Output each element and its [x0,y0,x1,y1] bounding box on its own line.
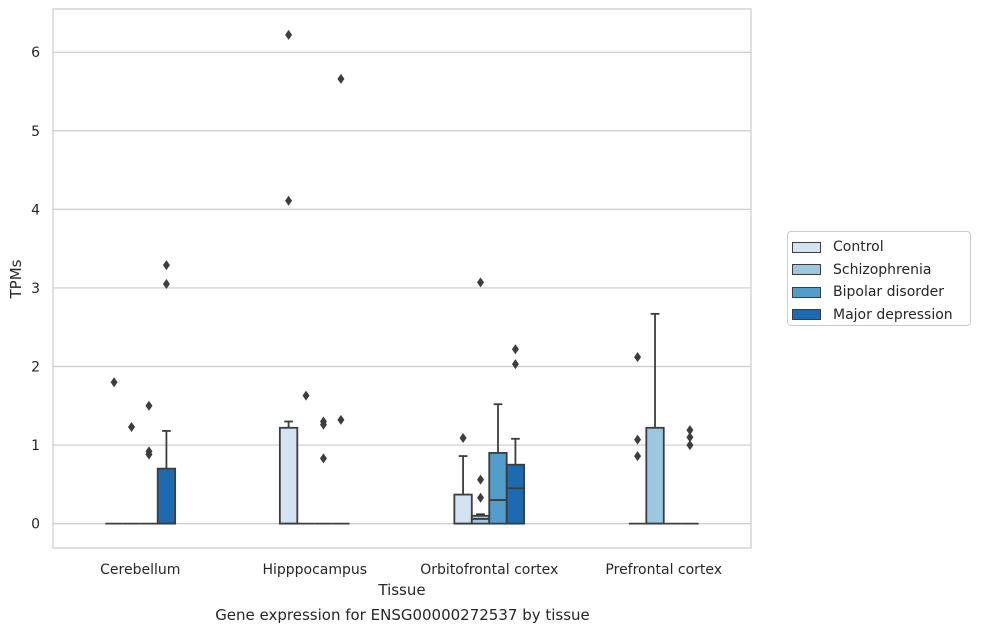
legend-item-major-depression: Major depression [792,304,970,327]
box-body [453,493,473,525]
x-tick-label: Prefrontal cortex [605,562,722,578]
box [105,377,123,525]
box [332,73,350,525]
y-tick-label: 3 [31,281,40,297]
y-tick-label: 4 [31,202,40,218]
y-tick-label: 2 [31,360,40,376]
outlier-point [302,390,310,401]
y-tick-label: 0 [31,517,40,533]
outlier-point [337,73,345,84]
outlier-point [285,195,293,206]
outlier-point [477,277,485,288]
legend-swatch-bipolar-disorder [792,286,821,298]
outlier-point [145,400,153,411]
y-tick-label: 1 [31,438,40,454]
x-tick-label: Hipppocampus [262,562,367,578]
legend-label-bipolar-disorder: Bipolar disorder [833,284,945,301]
outlier-point [634,451,642,462]
legend-item-schizophrenia: Schizophrenia [792,259,970,282]
outlier-point [511,344,519,355]
outlier-point [319,453,327,464]
series-schizophrenia [122,277,665,525]
outlier-point [634,352,642,363]
outlier-point [128,422,136,432]
box-body [278,426,299,525]
box [140,400,158,525]
legend-label-control: Control [833,239,884,256]
series-control [105,29,647,525]
series-bipolar-disorder [140,400,682,525]
box [628,352,647,525]
box [278,29,299,525]
box-body [645,426,665,525]
box-body [488,452,508,525]
outlier-point [110,377,118,388]
series-major-depression [156,73,699,525]
legend-label-major-depression: Major depression [833,306,953,323]
plot-area [105,29,699,525]
x-axis-label: Tissue [377,581,425,599]
legend-swatch-major-depression [792,309,821,321]
box [505,344,526,525]
outlier-point [477,492,485,503]
gridlines [53,51,751,525]
y-tick-label: 5 [31,124,40,140]
box [122,422,141,525]
outlier-point [162,279,170,289]
box-body [505,463,526,525]
outlier-point [477,474,485,485]
box [681,425,699,525]
legend-swatch-schizophrenia [792,264,821,276]
x-tick-label: Orbitofrontal cortex [420,562,558,578]
outlier-point [162,260,170,271]
legend: Control Schizophrenia Bipolar disorder M… [787,231,971,326]
box [453,433,473,525]
legend-swatch-control [792,241,821,253]
outlier-point [686,440,694,451]
plot-frame [52,8,752,549]
outlier-point [511,359,519,370]
box [314,416,333,525]
legend-item-control: Control [792,236,970,259]
outlier-point [285,29,293,40]
box [488,403,508,525]
outlier-point [319,419,327,430]
outlier-point [634,434,642,445]
outlier-point [145,449,153,460]
box [645,312,665,525]
box [156,260,177,525]
outlier-point [337,414,345,425]
legend-label-schizophrenia: Schizophrenia [833,261,932,278]
outlier-point [686,432,694,443]
outlier-point [459,433,467,443]
outlier-point [686,425,694,436]
y-axis-label: TPMs [7,259,25,299]
y-tick-labels: 0 1 2 3 4 5 6 [31,45,40,532]
legend-item-bipolar-disorder: Bipolar disorder [792,281,970,304]
y-tick-label: 6 [31,45,40,61]
x-tick-label: Cerebellum [100,562,180,578]
box-body [156,467,177,525]
chart-title: Gene expression for ENSG00000272537 by t… [215,606,590,624]
box [470,277,491,525]
box [297,390,315,525]
x-tick-labels: Cerebellum Hipppocampus Orbitofrontal cort… [100,562,722,578]
